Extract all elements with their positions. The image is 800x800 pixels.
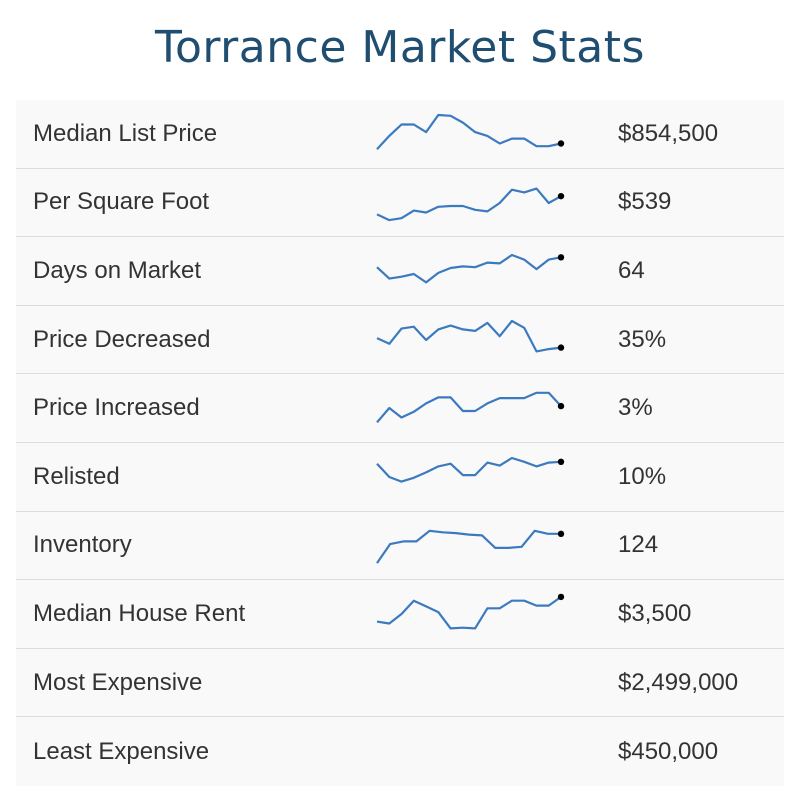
table-row: Least Expensive $450,000 (16, 717, 784, 786)
table-row: Relisted 10% (16, 443, 784, 512)
sparkline (376, 593, 565, 630)
sparkline-series (376, 319, 562, 353)
metric-value: $539 (618, 188, 672, 216)
metric-label: Median House Rent (33, 599, 246, 627)
table-row: Days on Market 64 (16, 237, 784, 306)
sparkline-series (376, 254, 562, 284)
sparkline-end-dot (557, 344, 565, 351)
sparkline (376, 113, 565, 150)
sparkline-end-dot (557, 254, 565, 261)
table-row: Most Expensive $2,499,000 (16, 649, 784, 718)
metric-value: 35% (618, 325, 667, 353)
metric-label: Least Expensive (33, 737, 210, 765)
metric-value: $450,000 (618, 737, 719, 765)
metric-label: Most Expensive (33, 668, 203, 696)
sparkline-series (376, 529, 561, 564)
metric-value: 64 (618, 256, 645, 284)
sparkline-series (376, 456, 562, 483)
metric-value: $2,499,000 (618, 668, 739, 696)
sparkline-end-dot (557, 140, 565, 147)
table-row: Median List Price $854,500 (16, 100, 784, 169)
stats-table: Median List Price $854,500 Per Square Foot… (16, 100, 784, 786)
metric-label: Per Square Foot (33, 188, 210, 216)
sparkline (376, 392, 565, 424)
metric-value: $854,500 (618, 119, 719, 147)
metric-label: Relisted (33, 462, 120, 490)
sparkline (376, 319, 565, 353)
metric-label: Median List Price (33, 119, 218, 147)
table-row: Price Decreased 35% (16, 306, 784, 375)
metric-value: 10% (618, 462, 667, 490)
sparkline-series (376, 392, 562, 424)
table-row: Median House Rent $3,500 (16, 580, 784, 649)
sparkline-end-dot (557, 458, 565, 465)
sparkline (376, 456, 565, 483)
sparkline-end-dot (557, 593, 565, 601)
metric-label: Days on Market (33, 256, 202, 284)
sparkline-series (376, 113, 562, 150)
page-title: Torrance Market Stats (155, 22, 645, 73)
sparkline (376, 187, 565, 221)
sparkline-end-dot (557, 530, 565, 537)
table-row: Inventory 124 (16, 512, 784, 581)
metric-value: 124 (618, 531, 659, 559)
sparkline-series (376, 187, 562, 221)
sparkline (376, 254, 565, 284)
sparkline (376, 529, 565, 564)
sparkline-end-dot (557, 192, 565, 199)
sparkline-end-dot (557, 403, 565, 410)
sparkline-series (376, 596, 562, 630)
metric-value: $3,500 (618, 599, 692, 627)
metric-value: 3% (618, 394, 653, 422)
table-row: Per Square Foot $539 (16, 169, 784, 238)
metric-label: Inventory (33, 531, 132, 559)
metric-label: Price Decreased (33, 325, 211, 353)
metric-label: Price Increased (33, 394, 200, 422)
table-row: Price Increased 3% (16, 374, 784, 443)
